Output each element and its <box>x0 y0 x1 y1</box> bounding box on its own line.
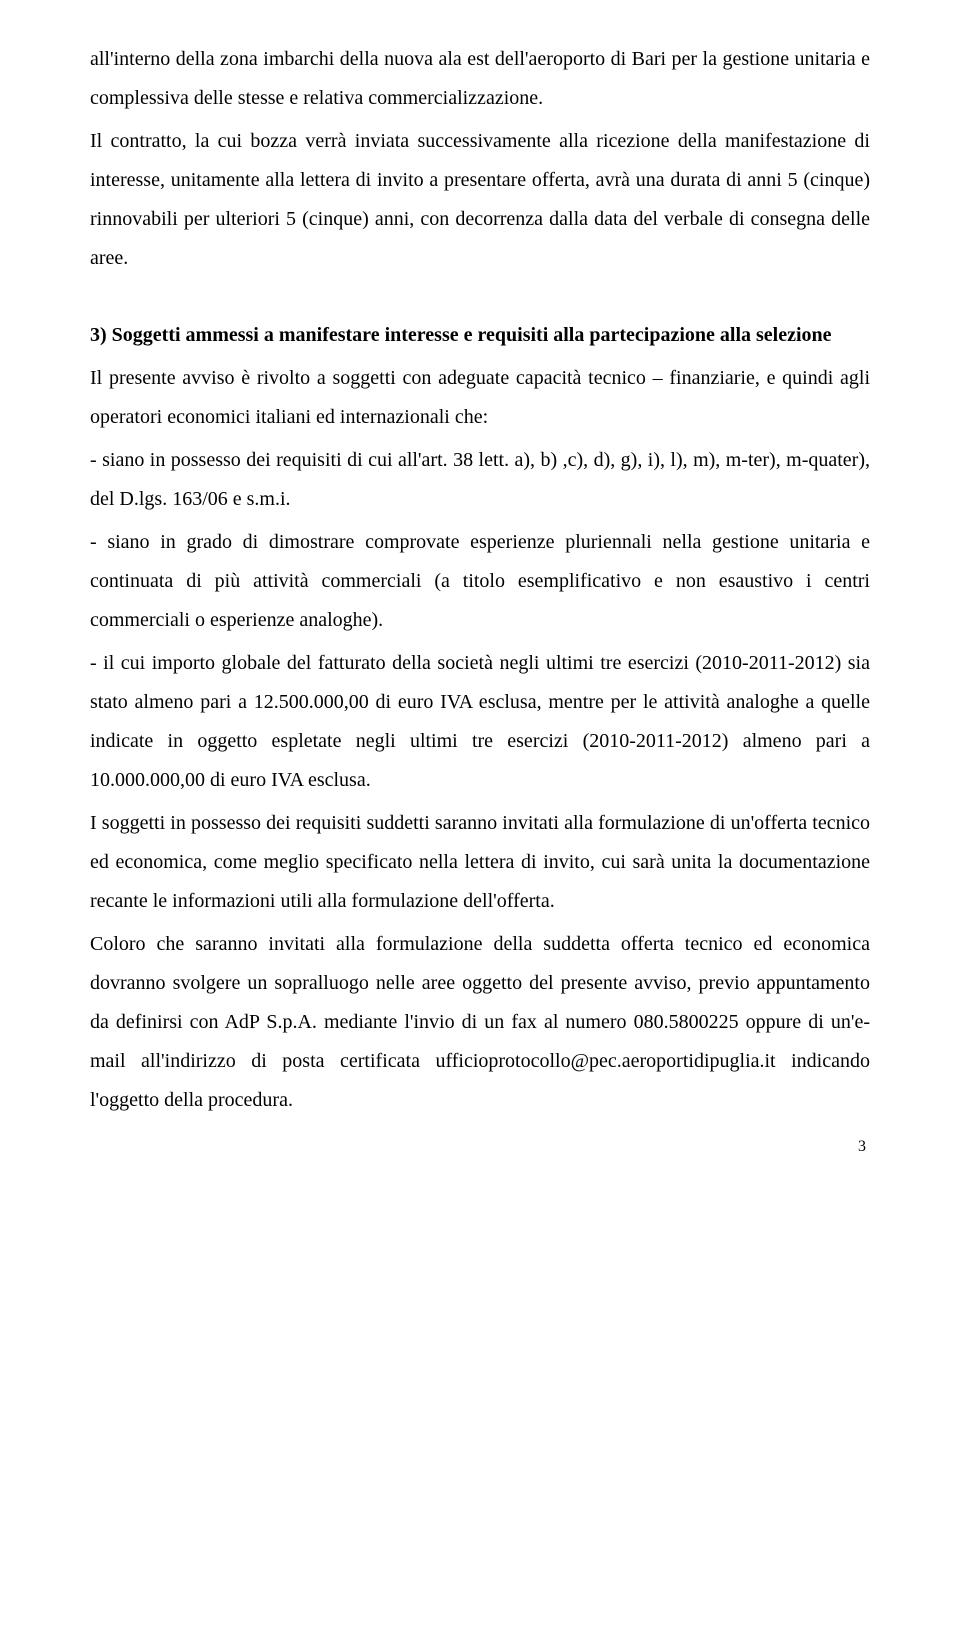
section-3-paragraph-2: I soggetti in possesso dei requisiti sud… <box>90 804 870 921</box>
document-page: all'interno della zona imbarchi della nu… <box>0 0 960 1206</box>
section-3-bullet-1: - siano in possesso dei requisiti di cui… <box>90 441 870 519</box>
section-3-paragraph-3: Coloro che saranno invitati alla formula… <box>90 925 870 1120</box>
section-3-bullet-3: - il cui importo globale del fatturato d… <box>90 644 870 800</box>
paragraph-intro-1: all'interno della zona imbarchi della nu… <box>90 40 870 118</box>
section-3-bullet-2: - siano in grado di dimostrare comprovat… <box>90 523 870 640</box>
section-3-title: 3) Soggetti ammessi a manifestare intere… <box>90 316 870 355</box>
paragraph-intro-2: Il contratto, la cui bozza verrà inviata… <box>90 122 870 278</box>
section-spacer <box>90 282 870 316</box>
page-number: 3 <box>90 1138 870 1156</box>
section-3-paragraph-1: Il presente avviso è rivolto a soggetti … <box>90 359 870 437</box>
